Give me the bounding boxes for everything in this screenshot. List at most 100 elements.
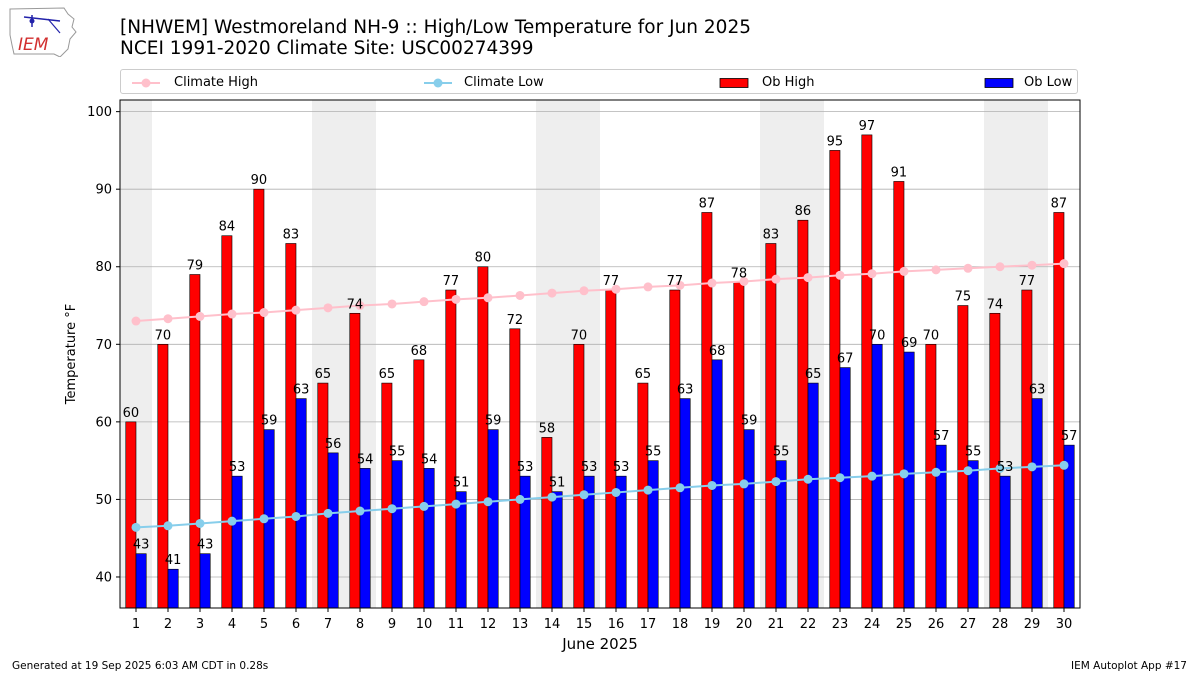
point-climate-low <box>355 506 365 516</box>
point-climate-low <box>835 473 845 483</box>
data-label-ob-high: 77 <box>667 274 684 289</box>
bar-ob-high <box>413 359 425 609</box>
weekend-shading <box>120 100 1048 608</box>
x-tick-label: 22 <box>800 617 817 632</box>
point-climate-high <box>291 305 301 315</box>
bar-ob-high <box>157 344 169 609</box>
point-climate-high <box>419 297 429 307</box>
point-climate-low <box>451 499 461 509</box>
x-tick-label: 5 <box>260 617 268 632</box>
data-label-ob-low: 55 <box>965 445 982 460</box>
data-label-ob-low: 41 <box>165 553 182 568</box>
point-climate-low <box>387 504 397 514</box>
point-climate-low <box>259 514 269 524</box>
point-climate-low <box>163 521 173 531</box>
chart-legend: Climate High Climate Low Ob High Ob Low <box>120 69 1078 94</box>
point-climate-low <box>1059 460 1069 470</box>
bar-ob-high <box>605 289 617 609</box>
x-tick-label: 4 <box>228 617 236 632</box>
point-climate-high <box>227 309 237 319</box>
x-tick-label: 15 <box>576 617 593 632</box>
point-climate-high <box>579 286 589 296</box>
data-label-ob-low: 53 <box>229 460 246 475</box>
bar-ob-low <box>903 351 915 609</box>
point-climate-high <box>899 266 909 276</box>
y-tick-label: 40 <box>95 570 112 585</box>
point-climate-high <box>867 269 877 279</box>
y-tick-label: 60 <box>95 415 112 430</box>
x-tick-label: 24 <box>864 617 881 632</box>
point-climate-high <box>355 301 365 311</box>
point-climate-high <box>547 288 557 298</box>
x-tick-label: 30 <box>1056 617 1073 632</box>
y-axis-label: Temperature °F <box>64 304 79 405</box>
point-climate-high <box>707 278 717 288</box>
data-label-ob-low: 63 <box>1029 383 1046 398</box>
x-axis-label: June 2025 <box>561 635 638 653</box>
bar-ob-low <box>391 460 403 609</box>
data-labels: 60 70 79 84 90 83 65 74 65 68 77 80 72 58 70 77 65 77 87 78… <box>123 119 1078 568</box>
bar-ob-low <box>455 491 467 609</box>
data-label-ob-high: 70 <box>571 328 588 343</box>
point-climate-low <box>483 497 493 507</box>
data-label-ob-high: 87 <box>699 196 716 211</box>
point-climate-low <box>643 485 653 495</box>
data-label-ob-high: 79 <box>187 259 204 274</box>
point-climate-low <box>867 471 877 481</box>
point-climate-low <box>227 516 237 526</box>
data-label-ob-low: 57 <box>1061 429 1078 444</box>
y-tick-label: 50 <box>95 493 112 508</box>
data-label-ob-high: 74 <box>347 297 364 312</box>
data-label-ob-high: 97 <box>859 119 876 134</box>
x-tick-label: 21 <box>768 617 785 632</box>
y-tick-label: 80 <box>95 260 112 275</box>
data-label-ob-low: 65 <box>805 367 822 382</box>
bar-ob-low <box>135 553 147 609</box>
x-tick-label: 6 <box>292 617 300 632</box>
bar-ob-high <box>189 274 201 609</box>
iowa-map-icon: IEM <box>9 7 77 58</box>
bar-ob-low <box>743 429 755 609</box>
x-tick-label: 16 <box>608 617 625 632</box>
point-climate-low <box>899 469 909 479</box>
data-label-ob-low: 51 <box>453 476 470 491</box>
bar-ob-high <box>637 382 649 609</box>
x-tick-label: 29 <box>1024 617 1041 632</box>
bar-ob-low <box>967 460 979 609</box>
point-climate-low <box>611 487 621 497</box>
bar-ob-high <box>477 266 489 609</box>
data-label-ob-high: 58 <box>539 421 556 436</box>
x-tick-label: 2 <box>164 617 172 632</box>
point-climate-high <box>611 284 621 294</box>
bar-ob-high <box>541 437 553 609</box>
data-label-ob-low: 70 <box>869 328 886 343</box>
data-label-ob-high: 95 <box>827 134 844 149</box>
y-tick-label: 90 <box>95 183 112 198</box>
x-tick-label: 25 <box>896 617 913 632</box>
bar-ob-high <box>573 344 585 609</box>
x-tick-label: 27 <box>960 617 977 632</box>
legend-item-ob-high: Ob High <box>719 70 815 95</box>
grid-lines <box>120 111 1080 578</box>
bar-ob-low <box>295 398 307 609</box>
data-label-ob-low: 54 <box>421 452 438 467</box>
y-tick-label: 100 <box>87 105 112 120</box>
point-climate-low <box>803 474 813 484</box>
point-climate-low <box>419 501 429 511</box>
x-tick-label: 3 <box>196 617 204 632</box>
x-tick-label: 20 <box>736 617 753 632</box>
bar-ob-low <box>807 382 819 609</box>
x-tick-label: 26 <box>928 617 945 632</box>
point-climate-low <box>547 492 557 502</box>
data-label-ob-low: 51 <box>549 476 566 491</box>
data-label-ob-low: 53 <box>613 460 630 475</box>
data-label-ob-high: 65 <box>379 367 396 382</box>
legend-item-climate-high: Climate High <box>131 70 258 95</box>
point-climate-high <box>451 294 461 304</box>
data-label-ob-high: 75 <box>955 290 972 305</box>
point-climate-low <box>771 477 781 487</box>
bar-ob-low <box>647 460 659 609</box>
data-label-ob-low: 67 <box>837 352 854 367</box>
x-tick-label: 9 <box>388 617 396 632</box>
point-climate-high <box>195 311 205 321</box>
